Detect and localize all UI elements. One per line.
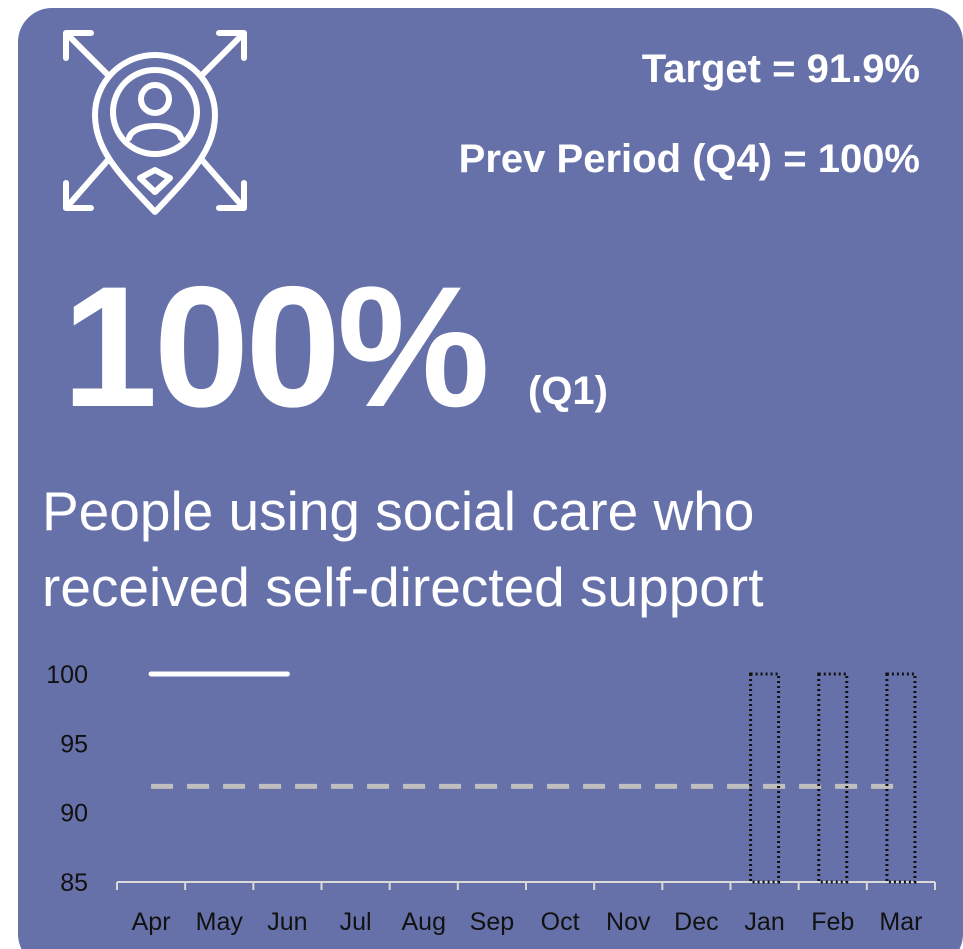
bar <box>885 672 917 884</box>
x-tick-label: Mar <box>879 908 922 936</box>
description-line: People using social care who <box>42 480 754 542</box>
x-tick-label: Aug <box>402 908 446 936</box>
x-tick-label: Sep <box>470 908 514 936</box>
description-line: received self-directed support <box>42 556 763 618</box>
x-tick-label: Oct <box>541 908 580 936</box>
x-tick-label: Dec <box>674 908 718 936</box>
x-tick-label: Apr <box>132 908 171 936</box>
y-tick-label: 85 <box>60 869 88 897</box>
x-tick-label: Jul <box>340 908 372 936</box>
target-label: Target = 91.9% <box>642 47 920 91</box>
bar <box>749 672 781 884</box>
headline: 100% <box>62 251 486 443</box>
x-tick-label: Jan <box>744 908 784 936</box>
prev-period-label: Prev Period (Q4) = 100% <box>459 137 920 181</box>
bar <box>817 672 849 884</box>
x-tick-label: Nov <box>606 908 651 936</box>
x-tick-label: Jun <box>267 908 307 936</box>
x-tick-label: Feb <box>811 908 854 936</box>
y-tick-label: 95 <box>60 730 88 758</box>
x-tick-label: May <box>196 908 244 936</box>
card-background <box>18 8 963 949</box>
plot: 85 90 95 100 Apr May Jun Jul Aug Sep Oct Nov Dec Jan F… <box>46 661 936 936</box>
icon <box>63 30 247 215</box>
headline-period: (Q1) <box>528 369 608 413</box>
y-tick-label: 90 <box>60 800 88 828</box>
y-tick-label: 100 <box>46 661 88 689</box>
